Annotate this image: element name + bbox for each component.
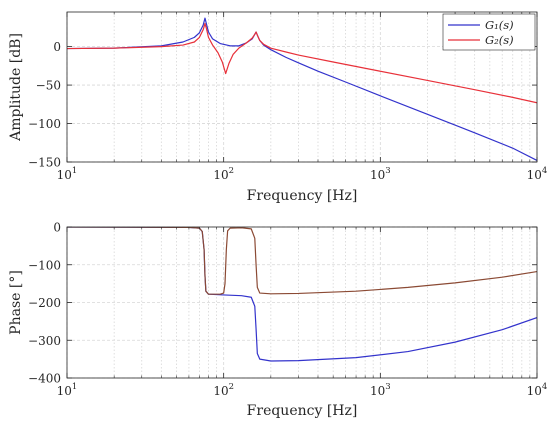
phase-x-tick-label: 101: [57, 382, 78, 398]
tick-label-exponent: 1: [72, 166, 77, 176]
amplitude-series-g2-line: [67, 22, 537, 104]
tick-label-exponent: 4: [542, 166, 547, 176]
legend-box: [442, 13, 536, 51]
amplitude-x-axis-label: Frequency [Hz]: [247, 188, 358, 204]
tick-label-exponent: 3: [385, 382, 390, 392]
amplitude-axes-frame: [66, 11, 538, 163]
tick-label-exponent: 4: [542, 382, 547, 392]
phase-y-tick-label: 0: [53, 221, 61, 235]
phase-x-axis-label: Frequency [Hz]: [247, 403, 358, 419]
tick-label-base: 10: [213, 168, 228, 182]
amplitude-series-group: [67, 17, 537, 161]
phase-y-tick-label: −300: [28, 334, 61, 348]
tick-label-base: 10: [213, 384, 228, 398]
amplitude-x-tick-label: 102: [213, 166, 234, 182]
amplitude-y-tick-label: 0: [53, 40, 61, 54]
phase-series-g2-line: [67, 227, 537, 295]
phase-x-tick-label: 102: [213, 382, 234, 398]
phase-y-tick-label: −400: [28, 372, 61, 386]
amplitude-y-axis-label: Amplitude [dB]: [8, 33, 24, 142]
tick-label-base: 10: [57, 384, 72, 398]
phase-y-tick-label: −200: [28, 296, 61, 310]
amplitude-x-tick-label: 101: [57, 166, 78, 182]
amplitude-y-tick-label: −150: [28, 156, 61, 170]
amplitude-y-tick-label: −100: [28, 117, 61, 131]
tick-label-base: 10: [57, 168, 72, 182]
tick-label-exponent: 2: [229, 166, 234, 176]
phase-x-tick-label: 103: [370, 382, 391, 398]
tick-label-base: 10: [527, 168, 542, 182]
phase-y-tick-label: −100: [28, 258, 61, 272]
tick-label-exponent: 2: [229, 382, 234, 392]
tick-label-base: 10: [370, 168, 385, 182]
legend-label-g1: G₁(s): [485, 18, 514, 32]
phase-series-group: [67, 227, 537, 362]
amplitude-y-tick-label: −50: [36, 79, 61, 93]
legend-label-g2: G₂(s): [485, 33, 514, 47]
tick-label-exponent: 1: [72, 382, 77, 392]
legend: G₁(s)G₂(s): [442, 13, 536, 51]
phase-y-axis-label: Phase [°]: [8, 270, 24, 335]
tick-label-base: 10: [527, 384, 542, 398]
amplitude-x-tick-label: 104: [527, 166, 548, 182]
tick-label-exponent: 3: [385, 166, 390, 176]
amplitude-x-tick-label: 103: [370, 166, 391, 182]
tick-label-base: 10: [370, 384, 385, 398]
phase-x-tick-label: 104: [527, 382, 548, 398]
